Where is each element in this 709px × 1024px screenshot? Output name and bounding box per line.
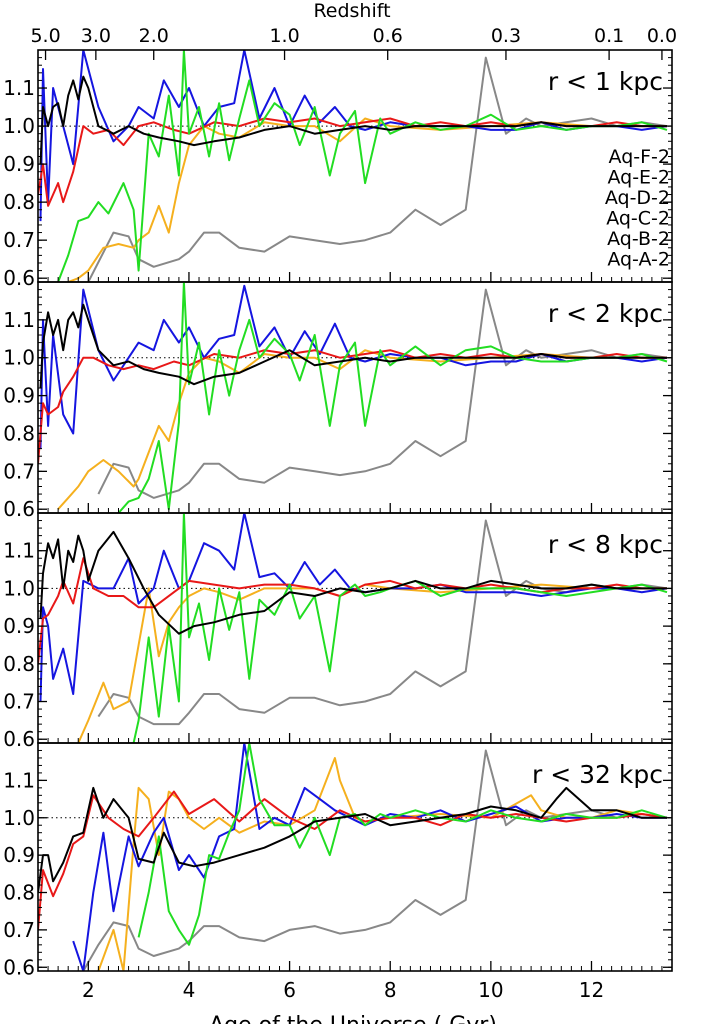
panel-2: 0.6 0.7 0.8 0.9 1.0 1.1 r < 2 kpc bbox=[3, 281, 673, 521]
y-tick-label: 0.8 bbox=[3, 190, 35, 214]
series-line-aq-c-2 bbox=[38, 349, 667, 464]
x-tick-label: 4 bbox=[183, 978, 196, 1002]
panels-layer: 0.60.70.80.91.01.1 r < 1 kpcAq-F-2Aq-E-2A… bbox=[3, 49, 673, 979]
series-line-aq-d-2 bbox=[39, 50, 668, 222]
series-line-aq-c-2 bbox=[38, 117, 667, 207]
x-tick-label: 8 bbox=[384, 978, 397, 1002]
panel-label: r < 8 kpc bbox=[548, 530, 663, 559]
y-tick-label: 1.0 bbox=[3, 114, 35, 138]
legend-entry: Aq-E-2 bbox=[607, 167, 670, 189]
legend: Aq-F-2Aq-E-2Aq-D-2Aq-C-2Aq-B-2Aq-A-2 bbox=[605, 146, 670, 271]
bottom-axis-title: Age of the Universe ( Gyr) bbox=[209, 1013, 497, 1024]
redshift-tick-label: 1.0 bbox=[269, 25, 299, 47]
redshift-tick-label: 2.0 bbox=[139, 25, 169, 47]
panel-label: r < 32 kpc bbox=[532, 760, 663, 789]
series-line-aq-f-2 bbox=[82, 749, 668, 971]
y-tick-label: 0.9 bbox=[3, 843, 35, 867]
series-line-aq-e-2 bbox=[57, 349, 667, 510]
series-line-aq-e-2 bbox=[77, 583, 667, 743]
y-tick-label: 0.6 bbox=[3, 266, 35, 290]
series-line-aq-b-2 bbox=[137, 743, 668, 946]
y-tick-label: 0.8 bbox=[3, 421, 35, 445]
panel-label: r < 1 kpc bbox=[548, 67, 663, 96]
redshift-tick-label: 0.3 bbox=[491, 25, 521, 47]
x-tick-label: 10 bbox=[478, 978, 503, 1002]
y-tick-label: 0.9 bbox=[3, 384, 35, 408]
series-group bbox=[38, 282, 668, 513]
legend-entry: Aq-A-2 bbox=[607, 249, 670, 271]
series-group bbox=[38, 743, 668, 971]
axis-layer: 2 4 6 8 10 12 5.0 3.0 2.0 1.0 0.6 0.3 0.1 0.0 bbox=[30, 25, 677, 1002]
series-line-aq-d-2 bbox=[39, 284, 668, 449]
y-tick-label: 0.9 bbox=[3, 152, 35, 176]
panel-frame bbox=[37, 742, 673, 972]
top-axis-title: Redshift bbox=[313, 0, 390, 22]
series-line-aq-b-2 bbox=[57, 50, 668, 282]
y-tick-label: 0.7 bbox=[3, 459, 35, 483]
redshift-tick-label: 0.6 bbox=[373, 25, 403, 47]
legend-entry: Aq-D-2 bbox=[605, 187, 670, 209]
x-tick-label: 12 bbox=[579, 978, 604, 1002]
panel-3: 0.6 0.7 0.8 0.9 1.0 1.1 r < 8 kpc bbox=[3, 512, 673, 751]
series-line-aq-a-2 bbox=[38, 786, 667, 893]
series-group bbox=[38, 513, 668, 743]
y-tick-label: 0.6 bbox=[3, 727, 35, 751]
legend-entry: Aq-F-2 bbox=[609, 146, 670, 168]
y-tick-label: 0.8 bbox=[3, 652, 35, 676]
x-tick-label: 6 bbox=[283, 978, 296, 1002]
series-line-aq-a-2 bbox=[39, 530, 667, 635]
series-line-aq-e-2 bbox=[66, 117, 667, 282]
panel-4: 0.6 0.7 0.8 0.9 1.0 1.1 r < 32 kpc bbox=[3, 742, 673, 979]
redshift-tick-label: 0.1 bbox=[594, 25, 624, 47]
y-tick-label: 0.6 bbox=[3, 497, 35, 521]
y-tick-label: 1.0 bbox=[3, 346, 35, 370]
y-tick-label: 1.1 bbox=[3, 539, 35, 563]
y-tick-label: 0.8 bbox=[3, 881, 35, 905]
series-line-aq-a-2 bbox=[39, 303, 667, 389]
y-tick-label: 1.0 bbox=[3, 576, 35, 600]
redshift-tick-label: 0.0 bbox=[647, 25, 677, 47]
y-tick-label: 0.7 bbox=[3, 690, 35, 714]
y-tick-label: 0.7 bbox=[3, 918, 35, 942]
redshift-tick-label: 5.0 bbox=[30, 25, 60, 47]
legend-entry: Aq-B-2 bbox=[607, 228, 670, 250]
series-line-aq-d-2 bbox=[39, 513, 668, 702]
series-line-aq-b-2 bbox=[132, 513, 668, 743]
series-line-aq-a-2 bbox=[39, 75, 667, 165]
panel-1: 0.60.70.80.91.01.1 r < 1 kpcAq-F-2Aq-E-2A… bbox=[3, 49, 673, 290]
y-tick-label: 1.1 bbox=[3, 768, 35, 792]
y-tick-label: 0.6 bbox=[3, 955, 35, 979]
y-tick-label: 0.9 bbox=[3, 614, 35, 638]
series-group bbox=[38, 50, 668, 282]
y-tick-label: 1.1 bbox=[3, 76, 35, 100]
panel-label: r < 2 kpc bbox=[548, 299, 663, 328]
y-tick-label: 1.1 bbox=[3, 308, 35, 332]
x-tick-label: 2 bbox=[82, 978, 95, 1002]
y-tick-label: 1.0 bbox=[3, 806, 35, 830]
y-tick-label: 0.7 bbox=[3, 228, 35, 252]
legend-entry: Aq-C-2 bbox=[606, 208, 670, 230]
redshift-tick-label: 3.0 bbox=[81, 25, 111, 47]
